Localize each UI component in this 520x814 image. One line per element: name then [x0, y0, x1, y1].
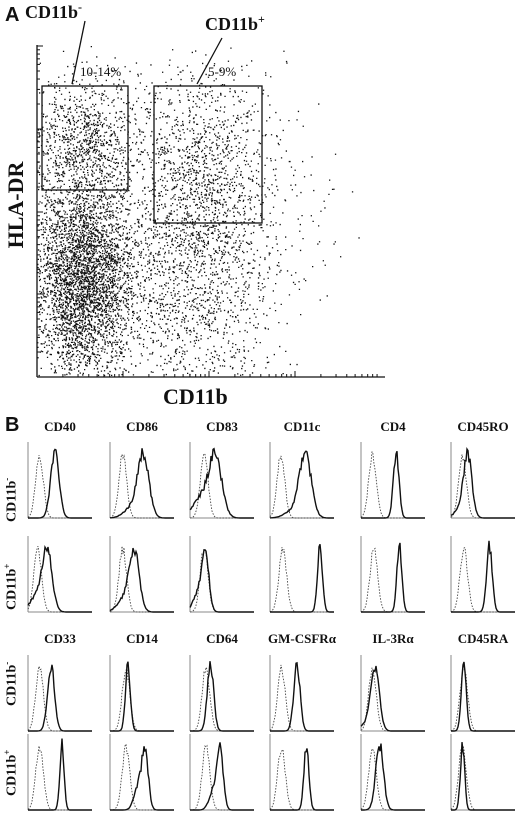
marker-curve: [451, 661, 515, 732]
bottom-marker-0: CD33: [44, 631, 76, 646]
isotype-control-curve: [190, 744, 254, 811]
gate-percent-pos: 5-9%: [208, 64, 237, 79]
gate-label-cd11b-neg: CD11b-: [25, 0, 83, 22]
isotype-control-curve: [190, 665, 254, 732]
isotype-control-curve: [269, 664, 334, 732]
marker-curve: [361, 743, 425, 811]
marker-curve: [361, 542, 425, 613]
row-label-bottom-neg: CD11b-: [2, 661, 20, 706]
histogram-r1-c5: [450, 536, 515, 613]
histogram-r3-c3: [269, 734, 334, 811]
isotype-control-curve: [450, 546, 515, 613]
histogram-r2-c5: [450, 655, 515, 732]
row-label-top-pos: CD11b+: [2, 563, 20, 610]
x-axis-label: CD11b: [163, 384, 228, 409]
histogram-r3-c2: [189, 734, 254, 811]
dot-plot-axes: [36, 45, 385, 378]
bottom-marker-2: CD64: [206, 631, 238, 646]
marker-curve: [361, 450, 425, 519]
histogram-r0-c0: [27, 442, 92, 519]
gate-pointer-pos: [196, 37, 223, 85]
panel-b-letter: B: [5, 414, 20, 436]
marker-curve: [27, 544, 92, 613]
histogram-r1-c3: [269, 536, 334, 613]
histogram-r3-c1: [109, 734, 174, 811]
marker-curve: [270, 661, 334, 732]
marker-curve: [190, 661, 254, 732]
gate-box-cd11b-pos: [153, 85, 263, 224]
histogram-grid: [27, 442, 515, 811]
marker-curve: [110, 746, 174, 811]
marker-curve: [451, 540, 515, 613]
isotype-control-curve: [110, 742, 174, 811]
bottom-marker-4: IL-3Rα: [372, 631, 414, 646]
marker-curve: [450, 447, 515, 519]
dot-plot: [37, 46, 360, 377]
marker-curve: [110, 448, 174, 519]
marker-curve: [189, 447, 254, 519]
gate-pointer-neg: [71, 20, 86, 85]
marker-curve: [270, 543, 334, 613]
top-marker-5: CD45RO: [457, 419, 509, 434]
row-label-bottom-pos: CD11b+: [2, 749, 20, 796]
top-marker-3: CD11c: [283, 419, 321, 434]
isotype-control-curve: [360, 547, 425, 613]
histogram-r2-c0: [27, 655, 92, 732]
top-marker-4: CD4: [380, 419, 406, 434]
histogram-r0-c5: [450, 442, 515, 519]
isotype-control-curve: [360, 747, 425, 811]
histogram-r2-c3: [269, 655, 334, 732]
isotype-control-curve: [360, 667, 425, 732]
marker-curve: [269, 450, 334, 519]
isotype-control-curve: [269, 455, 334, 519]
histogram-r2-c1: [109, 655, 174, 732]
marker-curve: [110, 661, 174, 732]
histogram-r1-c1: [109, 536, 174, 613]
isotype-control-curve: [27, 666, 92, 732]
bottom-marker-1: CD14: [126, 631, 158, 646]
isotype-control-curve: [27, 545, 92, 613]
marker-curve: [28, 448, 92, 519]
marker-curve: [451, 742, 515, 811]
histogram-r0-c2: [189, 442, 254, 519]
marker-curve: [190, 742, 254, 811]
marker-curve: [109, 547, 174, 613]
isotype-control-curve: [110, 667, 174, 732]
histogram-r3-c4: [360, 734, 425, 811]
panel-a-letter: A: [5, 4, 20, 26]
isotype-control-curve: [450, 454, 515, 519]
histogram-r2-c4: [360, 655, 425, 732]
bottom-marker-5: CD45RA: [457, 631, 509, 646]
marker-curve: [360, 665, 425, 732]
top-marker-1: CD86: [126, 419, 158, 434]
row-label-top-neg: CD11b-: [2, 477, 20, 522]
histogram-r3-c5: [450, 734, 515, 811]
histogram-r2-c2: [189, 655, 254, 732]
top-marker-2: CD83: [206, 419, 238, 434]
isotype-control-curve: [109, 452, 174, 519]
marker-curve: [270, 748, 334, 811]
histogram-r1-c0: [27, 536, 92, 613]
gate-label-cd11b-pos: CD11b+: [205, 12, 265, 34]
histogram-r3-c0: [27, 734, 92, 811]
histogram-r0-c3: [269, 442, 334, 519]
histogram-r0-c1: [109, 442, 174, 519]
dot-cloud: [37, 46, 360, 377]
marker-curve: [28, 738, 92, 811]
histogram-r1-c4: [360, 536, 425, 613]
marker-curve: [189, 548, 254, 613]
gate-percent-neg: 10-14%: [80, 64, 122, 79]
isotype-control-curve: [189, 452, 254, 519]
histogram-r0-c4: [360, 442, 425, 519]
gate-box-cd11b-neg: [41, 85, 129, 191]
bottom-marker-3: GM-CSFRα: [268, 631, 336, 646]
marker-curve: [28, 664, 92, 732]
histogram-r1-c2: [189, 536, 254, 613]
top-marker-0: CD40: [44, 419, 76, 434]
